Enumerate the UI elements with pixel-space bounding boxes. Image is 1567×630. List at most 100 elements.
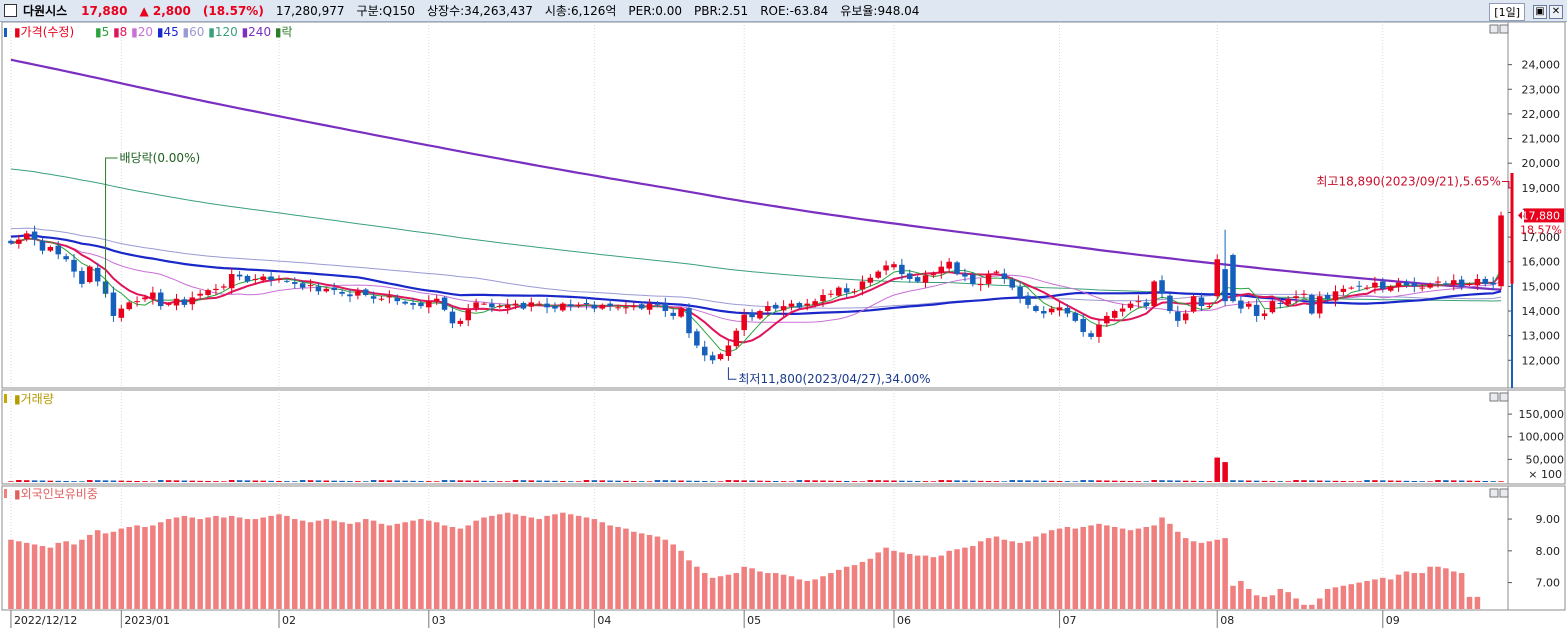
pane-minimize-icon[interactable]: [1489, 24, 1499, 34]
candle-down: [583, 303, 590, 305]
legend-marker: ▮: [127, 25, 137, 39]
foreign-title: ▮외국인보유비중: [14, 487, 98, 501]
foreign-ratio-bar: [954, 549, 960, 609]
foreign-ratio-bar: [1356, 582, 1362, 609]
volume-bar: [197, 480, 203, 482]
price-tick-label: 21,000: [1522, 133, 1561, 146]
volume-bar: [31, 480, 38, 482]
foreign-ratio-bar: [1167, 523, 1173, 609]
foreign-ratio-bar: [607, 525, 613, 609]
volume-bar: [560, 481, 566, 482]
restore-icon[interactable]: ▣: [1533, 5, 1547, 19]
foreign-ratio-bar: [757, 571, 763, 609]
foreign-legend: ▮외국인보유비중: [4, 487, 98, 501]
foreign-ratio-bar: [71, 544, 77, 609]
stock-name: 다원시스: [23, 4, 68, 18]
volume-bar: [1064, 481, 1071, 482]
foreign-ratio-bar: [1222, 538, 1228, 609]
volume-bar: [1001, 481, 1008, 482]
volume-bar: [1395, 480, 1402, 482]
candle-up: [1293, 296, 1299, 299]
candle-up: [575, 304, 582, 306]
volume-bar: [749, 480, 755, 482]
candle-up: [1466, 283, 1473, 285]
volume-bar: [946, 480, 952, 482]
volume-bar: [1285, 481, 1291, 482]
legend-marker: ▮: [204, 25, 214, 39]
volume-bar: [228, 480, 235, 482]
candle-up: [528, 302, 535, 307]
candle-down: [489, 303, 495, 308]
foreign-ratio-bar: [284, 515, 290, 609]
pane-close-icon[interactable]: [1499, 24, 1509, 34]
low-arrow-icon: [727, 367, 737, 380]
volume-bar: [402, 480, 408, 482]
pane-frame-1: [1, 389, 1566, 485]
volume-bar: [307, 480, 314, 482]
candle-down: [8, 240, 14, 244]
candle-up: [197, 293, 203, 296]
volume-handle-icon: [4, 394, 7, 403]
foreign-ratio-bar: [213, 515, 219, 609]
volume-bar: [883, 480, 889, 482]
candle-up: [599, 304, 606, 309]
candle-down: [244, 275, 251, 282]
volume-bars: [8, 457, 1504, 482]
foreign-ratio-bar: [599, 522, 606, 609]
foreign-ratio-bar: [772, 573, 779, 609]
foreign-ratio-bar: [623, 528, 629, 609]
foreign-ratio-bar: [1253, 595, 1260, 609]
volume-bar: [717, 481, 724, 482]
close-icon[interactable]: ✕: [1549, 5, 1563, 19]
foreign-ratio-bar: [1380, 577, 1386, 609]
candle-down: [1143, 302, 1150, 307]
volume-bar: [370, 480, 377, 482]
select-checkbox[interactable]: [4, 4, 17, 17]
date-label: 02: [282, 614, 296, 627]
volume-bar: [906, 480, 913, 482]
volume-title-text: 거래량: [21, 392, 54, 406]
pane-close-icon[interactable]: [1499, 488, 1509, 498]
volume-bar: [914, 481, 921, 482]
pane-minimize-icon[interactable]: [1489, 392, 1499, 402]
volume-bar: [528, 480, 535, 482]
volume-bar: [362, 481, 369, 482]
foreign-ratio-bar: [362, 519, 369, 609]
candle-up: [1498, 215, 1504, 287]
volume-bar: [1167, 480, 1173, 482]
foreign-ratio-bar: [39, 546, 46, 609]
price-tick-label: 23,000: [1522, 83, 1561, 96]
foreign-ratio-bar: [1214, 539, 1220, 609]
pane-close-icon[interactable]: [1499, 392, 1509, 402]
foreign-ratio-bar: [260, 517, 266, 609]
high-arrow-icon: [1501, 181, 1510, 189]
candle-up: [851, 291, 858, 293]
foreign-ratio-bar: [946, 550, 952, 609]
volume-bar: [1048, 480, 1055, 482]
candle-down: [394, 298, 401, 302]
volume-bar: [623, 480, 629, 482]
high-price-annotation: 최고18,890(2023/09/21),5.65%: [1316, 175, 1501, 189]
volume-bar: [481, 480, 487, 482]
price-tick-label: 16,000: [1522, 256, 1561, 269]
foreign-ratio-bar: [828, 573, 834, 609]
foreign-ratio-bar: [1348, 584, 1355, 609]
foreign-ratio-bar: [497, 514, 503, 609]
foreign-ratio-bar: [1182, 538, 1189, 609]
candle-down: [284, 280, 290, 282]
pane-minimize-icon[interactable]: [1489, 488, 1499, 498]
candle-down: [1356, 285, 1362, 287]
foreign-ratio-bar: [221, 517, 227, 609]
volume-bar: [733, 480, 740, 482]
foreign-ratio-bar: [236, 517, 243, 609]
candle-up: [1474, 278, 1481, 286]
candle-up: [741, 314, 747, 331]
candle-down: [441, 297, 448, 310]
foreign-ratio-bar: [1127, 530, 1134, 609]
volume-bar: [252, 480, 259, 482]
period-selector[interactable]: [1일]: [1489, 3, 1525, 21]
candle-down: [1403, 282, 1410, 286]
volume-bar: [1372, 480, 1378, 482]
foreign-tick-label: 7.00: [1536, 577, 1561, 590]
volume-bar: [1261, 480, 1268, 482]
